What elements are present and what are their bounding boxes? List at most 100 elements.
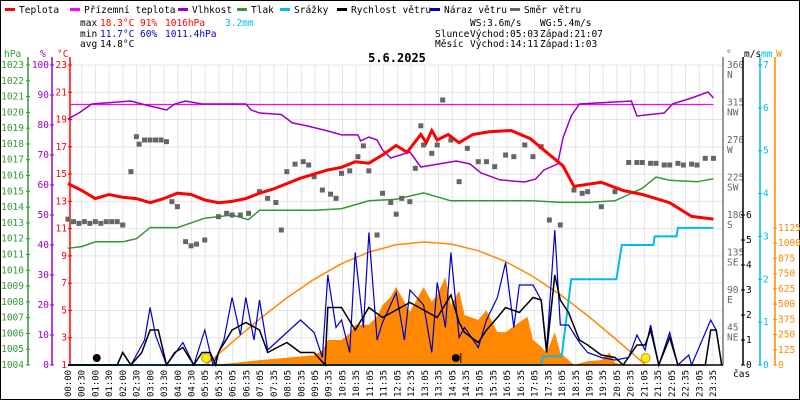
x-tick-label: 17:35 (544, 370, 554, 397)
wind-direction-point (585, 189, 591, 195)
wind-direction-point (492, 164, 498, 170)
stat-wg: WG:5.4m/s (540, 18, 591, 29)
direction-tick-compass: NW (727, 108, 739, 119)
wind-direction-point (174, 204, 180, 210)
humidity-axis-tick-label: 40 (38, 240, 50, 251)
solar-tick-label: 0 (778, 360, 784, 371)
wind-direction-point (109, 219, 115, 225)
x-tick-label: 01:00 (91, 370, 101, 397)
grid (67, 64, 723, 366)
rain-line (68, 226, 714, 366)
temperature-axis-tick-label: 21 (56, 87, 68, 98)
legend-swatch-0 (5, 8, 15, 11)
wind-direction-point (448, 137, 454, 143)
legend-label: Tlak (251, 5, 274, 16)
legend-swatch-1 (70, 8, 80, 11)
x-tick-label: 04:30 (188, 370, 198, 397)
wind-direction-point (557, 222, 563, 228)
legend-label: Rychlost větru (351, 5, 431, 16)
x-tick-label: 02:00 (119, 370, 129, 397)
legend-swatch-5 (337, 8, 347, 11)
direction-tick-compass: W (727, 145, 733, 156)
rain-tick-label: 2 (763, 274, 769, 285)
x-tick-label: 15:05 (476, 370, 486, 397)
wind-direction-point (202, 237, 208, 243)
wind-direction-point (702, 155, 708, 161)
solar-tick-label: 500 (778, 299, 795, 310)
wind-direction-point (98, 220, 104, 226)
x-tick-label: 02:30 (133, 370, 143, 397)
wind-direction-point (120, 222, 126, 228)
x-tick-label: 06:35 (242, 370, 252, 397)
wind-direction-point (612, 189, 618, 195)
sun-label: Slunce (435, 29, 470, 40)
wind-direction-point (661, 162, 667, 168)
pressure-axis-tick-label: 1007 (1, 313, 24, 324)
solar-tick-label: 1000 (778, 238, 800, 249)
wind-direction-point (412, 165, 418, 171)
plot-area (65, 91, 723, 368)
wind-direction-point (347, 168, 353, 174)
x-tick-label: 19:35 (599, 370, 609, 397)
pressure-axis-tick-label: 1015 (1, 186, 24, 197)
wind-direction-point (407, 199, 413, 205)
solar-tick-label: 125 (778, 345, 795, 356)
wind-direction-point (634, 160, 640, 165)
sunset-time: Západ:21:07 (540, 29, 603, 40)
stat-min-label: min (80, 29, 97, 40)
rain-tick-label: 5 (763, 146, 769, 157)
wind-direction-point (440, 97, 446, 103)
wind-direction-point (246, 210, 252, 216)
unit-mm: mm (761, 49, 773, 60)
pressure-axis-tick-label: 1023 (1, 60, 24, 71)
wind-direction-point (142, 137, 148, 143)
wind-direction-point (418, 123, 424, 129)
wind-direction-point (147, 137, 153, 143)
solar-radiation-area (212, 277, 714, 365)
temperature-axis-tick-label: 17 (56, 142, 67, 153)
pressure-axis-tick-label: 1016 (1, 171, 24, 182)
x-tick-label: 00:30 (78, 370, 88, 397)
temperature-axis-tick-label: 23 (56, 60, 67, 71)
x-axis-label: čas (733, 369, 750, 380)
pressure-axis-tick-label: 1014 (1, 202, 24, 213)
axes: 1023102210211020101910181017101610151014… (1, 57, 800, 371)
wind-direction-point (224, 210, 230, 216)
x-tick-label: 21:05 (640, 370, 650, 397)
legend-swatch-4 (280, 8, 290, 11)
direction-tick-compass: N (727, 70, 733, 81)
wind-direction-point (158, 137, 164, 143)
solar-max-line (205, 241, 647, 366)
pressure-axis-tick-label: 1009 (1, 281, 24, 292)
temperature-axis-tick-label: 15 (56, 169, 67, 180)
direction-tick-label: 270 (727, 135, 744, 146)
wind-direction-point (292, 161, 298, 167)
wind-tick-label: 6 (746, 210, 752, 221)
wind-direction-point (475, 159, 481, 165)
x-tick-label: 08:05 (284, 370, 294, 397)
stat-max-rain: 3.2mm (225, 18, 254, 29)
x-tick-label: 15:35 (489, 370, 499, 397)
x-tick-label: 16:05 (503, 370, 513, 397)
wind-direction-point (128, 169, 134, 175)
wind-direction-point (626, 160, 632, 165)
wind-direction-point (237, 212, 243, 218)
wind-direction-point (680, 162, 686, 168)
wind-direction-point (579, 190, 585, 196)
x-tick-label: 11:35 (380, 370, 390, 397)
wind-direction-point (76, 220, 82, 226)
unit-celsius: °C (57, 49, 68, 60)
rain-tick-label: 3 (763, 231, 769, 242)
x-tick-label: 14:35 (462, 370, 472, 397)
x-tick-label: 00:00 (64, 370, 74, 397)
x-tick-label: 09:05 (311, 370, 321, 397)
wind-direction-point (380, 190, 386, 196)
pressure-axis-tick-label: 1018 (1, 139, 24, 150)
stat-max-temp: 18.3°C (100, 18, 134, 29)
x-tick-label: 05:05 (201, 370, 211, 397)
stat-avg-label: avg (80, 39, 97, 50)
temperature-axis-tick-label: 1 (61, 360, 67, 371)
x-tick-label: 06:05 (229, 370, 239, 397)
wind-direction-point (70, 219, 76, 225)
stat-ws: WS:3.6m/s (470, 18, 521, 29)
